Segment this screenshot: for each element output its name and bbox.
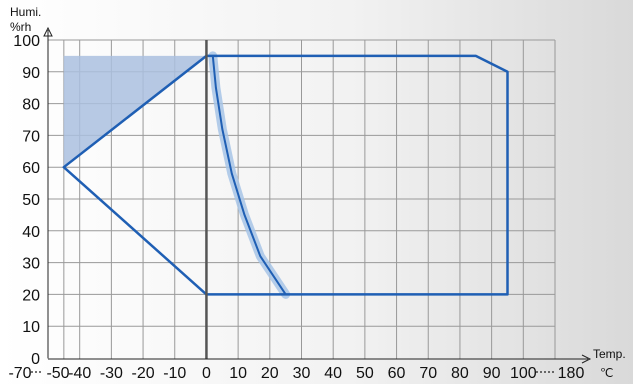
axis-break-dot — [31, 371, 33, 373]
y-tick-label: 100 — [13, 33, 40, 50]
axis-break-dot — [35, 371, 37, 373]
x-tick-label: 20 — [261, 365, 279, 382]
y-tick-label: 50 — [22, 192, 40, 209]
y-tick-label: 0 — [31, 351, 40, 368]
x-tick-label: -50 — [46, 365, 69, 382]
y-tick-label: 10 — [22, 319, 40, 336]
outline-polygon — [62, 54, 509, 296]
y-tick-label: 30 — [22, 256, 40, 273]
y-tick-label: 90 — [22, 65, 40, 82]
y-axis-label: Humi. — [10, 5, 41, 19]
x-tick-label: 0 — [202, 365, 211, 382]
y-tick-label: 70 — [22, 128, 40, 145]
y-axis-unit: %rh — [10, 20, 31, 34]
axis-break-dot — [544, 371, 546, 373]
operating-range-outline — [62, 54, 509, 296]
grid — [47, 39, 556, 359]
x-tick-label: 40 — [324, 365, 342, 382]
x-tick-label: -40 — [68, 365, 91, 382]
y-axis-arrow — [43, 26, 53, 37]
x-tick-label: 180 — [558, 365, 585, 382]
x-tick-label: 10 — [229, 365, 247, 382]
x-tick-label: 100 — [510, 365, 537, 382]
x-tick-label: -70 — [8, 365, 31, 382]
curve-line — [211, 55, 287, 295]
x-tick-label: 50 — [356, 365, 374, 382]
x-axis-arrow — [581, 354, 592, 364]
x-axis-label: Temp. — [593, 347, 626, 361]
x-tick-label: 90 — [483, 365, 501, 382]
y-tick-label: 20 — [22, 287, 40, 304]
x-tick-label: 60 — [388, 365, 406, 382]
curve-band-line — [208, 51, 291, 299]
axis-titles: Humi. %rh Temp. ℃ — [10, 5, 626, 380]
x-tick-label: 30 — [293, 365, 311, 382]
axis-break-dot — [39, 371, 41, 373]
x-tick-labels: -70 -50-40 -30 -20 -10 0 10 20 30 40 50 60 70 80 90 100… — [8, 365, 584, 382]
axis-break-dot — [548, 371, 550, 373]
axis-break-dot — [552, 371, 554, 373]
y-tick-label: 80 — [22, 97, 40, 114]
axis-break-dot — [536, 371, 538, 373]
y-tick-label: 60 — [22, 160, 40, 177]
x-tick-label: -10 — [163, 365, 186, 382]
x-tick-label: -20 — [132, 365, 155, 382]
y-tick-label: 40 — [22, 224, 40, 241]
x-tick-label: 80 — [451, 365, 469, 382]
x-tick-label: -30 — [100, 365, 123, 382]
dew-curve — [211, 55, 287, 295]
y-tick-labels: 0 10 20 30 40 50 60 70 80 90 100 — [13, 33, 40, 368]
x-axis-unit: ℃ — [600, 366, 613, 380]
curve-band — [208, 51, 291, 299]
axes — [43, 26, 592, 364]
axis-break-dot — [540, 371, 542, 373]
x-tick-label: 70 — [419, 365, 437, 382]
